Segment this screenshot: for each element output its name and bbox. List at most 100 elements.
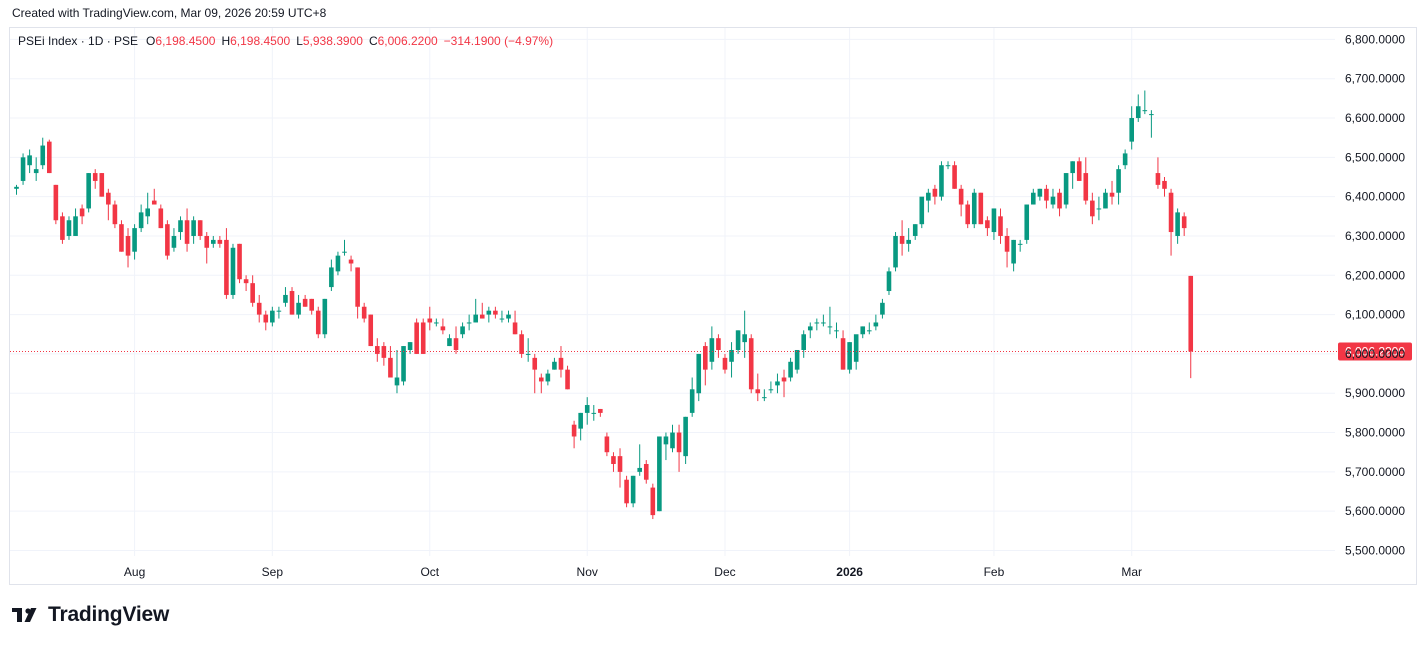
candle (112, 200, 118, 229)
candle-body (184, 220, 190, 244)
candle (650, 483, 656, 520)
y-tick-label: 6,600.0000 (1345, 111, 1405, 125)
candle-body (768, 389, 774, 391)
candle (119, 220, 124, 252)
candle (361, 302, 367, 323)
candle-body (1083, 173, 1089, 201)
candle (604, 432, 610, 457)
candle (1017, 239, 1023, 252)
candle-body (414, 322, 419, 354)
candle (315, 306, 321, 339)
candle-body (939, 165, 944, 197)
candle (1063, 173, 1069, 209)
candle (571, 420, 577, 449)
candle (643, 460, 649, 484)
candle-body (932, 188, 938, 197)
candle (1116, 165, 1121, 205)
candle-body (453, 338, 459, 350)
candle (722, 353, 728, 374)
candle (499, 310, 505, 323)
candle (53, 184, 59, 225)
candle (460, 322, 465, 339)
candle (611, 452, 616, 472)
candle-body (886, 271, 892, 292)
candle (79, 204, 85, 225)
candle (322, 298, 328, 339)
candle-body (33, 169, 39, 174)
candle (256, 294, 262, 323)
candle-body (1188, 275, 1194, 352)
candle-body (486, 310, 492, 315)
candle-body (670, 432, 675, 449)
candle-body (361, 306, 367, 319)
candle-body (493, 310, 498, 315)
candle-body (27, 155, 32, 166)
candle-body (958, 188, 964, 205)
candle (991, 208, 997, 240)
candle (598, 408, 603, 417)
candle (952, 161, 957, 189)
candle (1090, 192, 1095, 225)
candle (138, 204, 144, 233)
candle (479, 302, 485, 319)
candle-body (676, 432, 682, 453)
candle-body (99, 173, 105, 197)
candle (624, 475, 629, 508)
y-tick-label: 5,700.0000 (1345, 465, 1405, 479)
candle (355, 267, 360, 319)
candle (716, 334, 721, 358)
y-tick-label: 6,000.0000 (1345, 347, 1405, 361)
candle (381, 342, 387, 366)
brand[interactable]: TradingView (12, 603, 169, 627)
candle-body (375, 346, 380, 354)
candle (493, 306, 498, 319)
candle-body (47, 141, 52, 174)
candle (696, 353, 702, 402)
candle-body (1031, 192, 1036, 205)
candle (919, 196, 925, 229)
candle (729, 342, 734, 378)
candle (1149, 110, 1154, 138)
ohlc-legend: PSEi Index · 1D · PSE O 6,198.4500 H 6,1… (18, 34, 553, 48)
candle (420, 318, 426, 354)
candle (14, 184, 19, 195)
candle (506, 310, 511, 323)
candle (466, 314, 472, 331)
candle-body (519, 334, 524, 354)
last-price-group: 6,006.2200 (10, 342, 1412, 361)
candle-body (309, 298, 314, 311)
candle-body (407, 342, 413, 350)
candle-body (1096, 208, 1102, 210)
candle (40, 137, 46, 170)
candle-body (663, 436, 669, 445)
candle-body (565, 369, 570, 390)
candle-body (1050, 196, 1056, 205)
candle (447, 334, 452, 347)
candle (978, 192, 984, 225)
candle-body (860, 326, 866, 335)
candle-body (401, 346, 406, 382)
candle-body (1162, 180, 1167, 189)
candle-body (604, 436, 610, 453)
candle (840, 330, 846, 370)
candle-body (532, 357, 538, 370)
y-tick-label: 5,900.0000 (1345, 386, 1405, 400)
candle (932, 184, 938, 205)
candle-body (991, 208, 997, 233)
candlestick-chart[interactable]: 6,006.2200 5,500.0000 5,600.0000 5,700.000… (0, 0, 1427, 600)
candle-body (1122, 153, 1128, 166)
candle (125, 228, 131, 268)
chart-frame[interactable] (9, 27, 1417, 585)
high-value: 6,198.4500 (230, 34, 291, 48)
candle (899, 220, 905, 256)
candle (906, 228, 911, 252)
candle (867, 322, 872, 335)
candle-body (1155, 173, 1161, 185)
candle (788, 357, 793, 382)
candle (801, 330, 806, 358)
candle-body (853, 334, 859, 362)
candle-body (617, 456, 623, 472)
candle (985, 216, 990, 236)
candle-body (20, 157, 26, 181)
candle-body (598, 408, 603, 413)
